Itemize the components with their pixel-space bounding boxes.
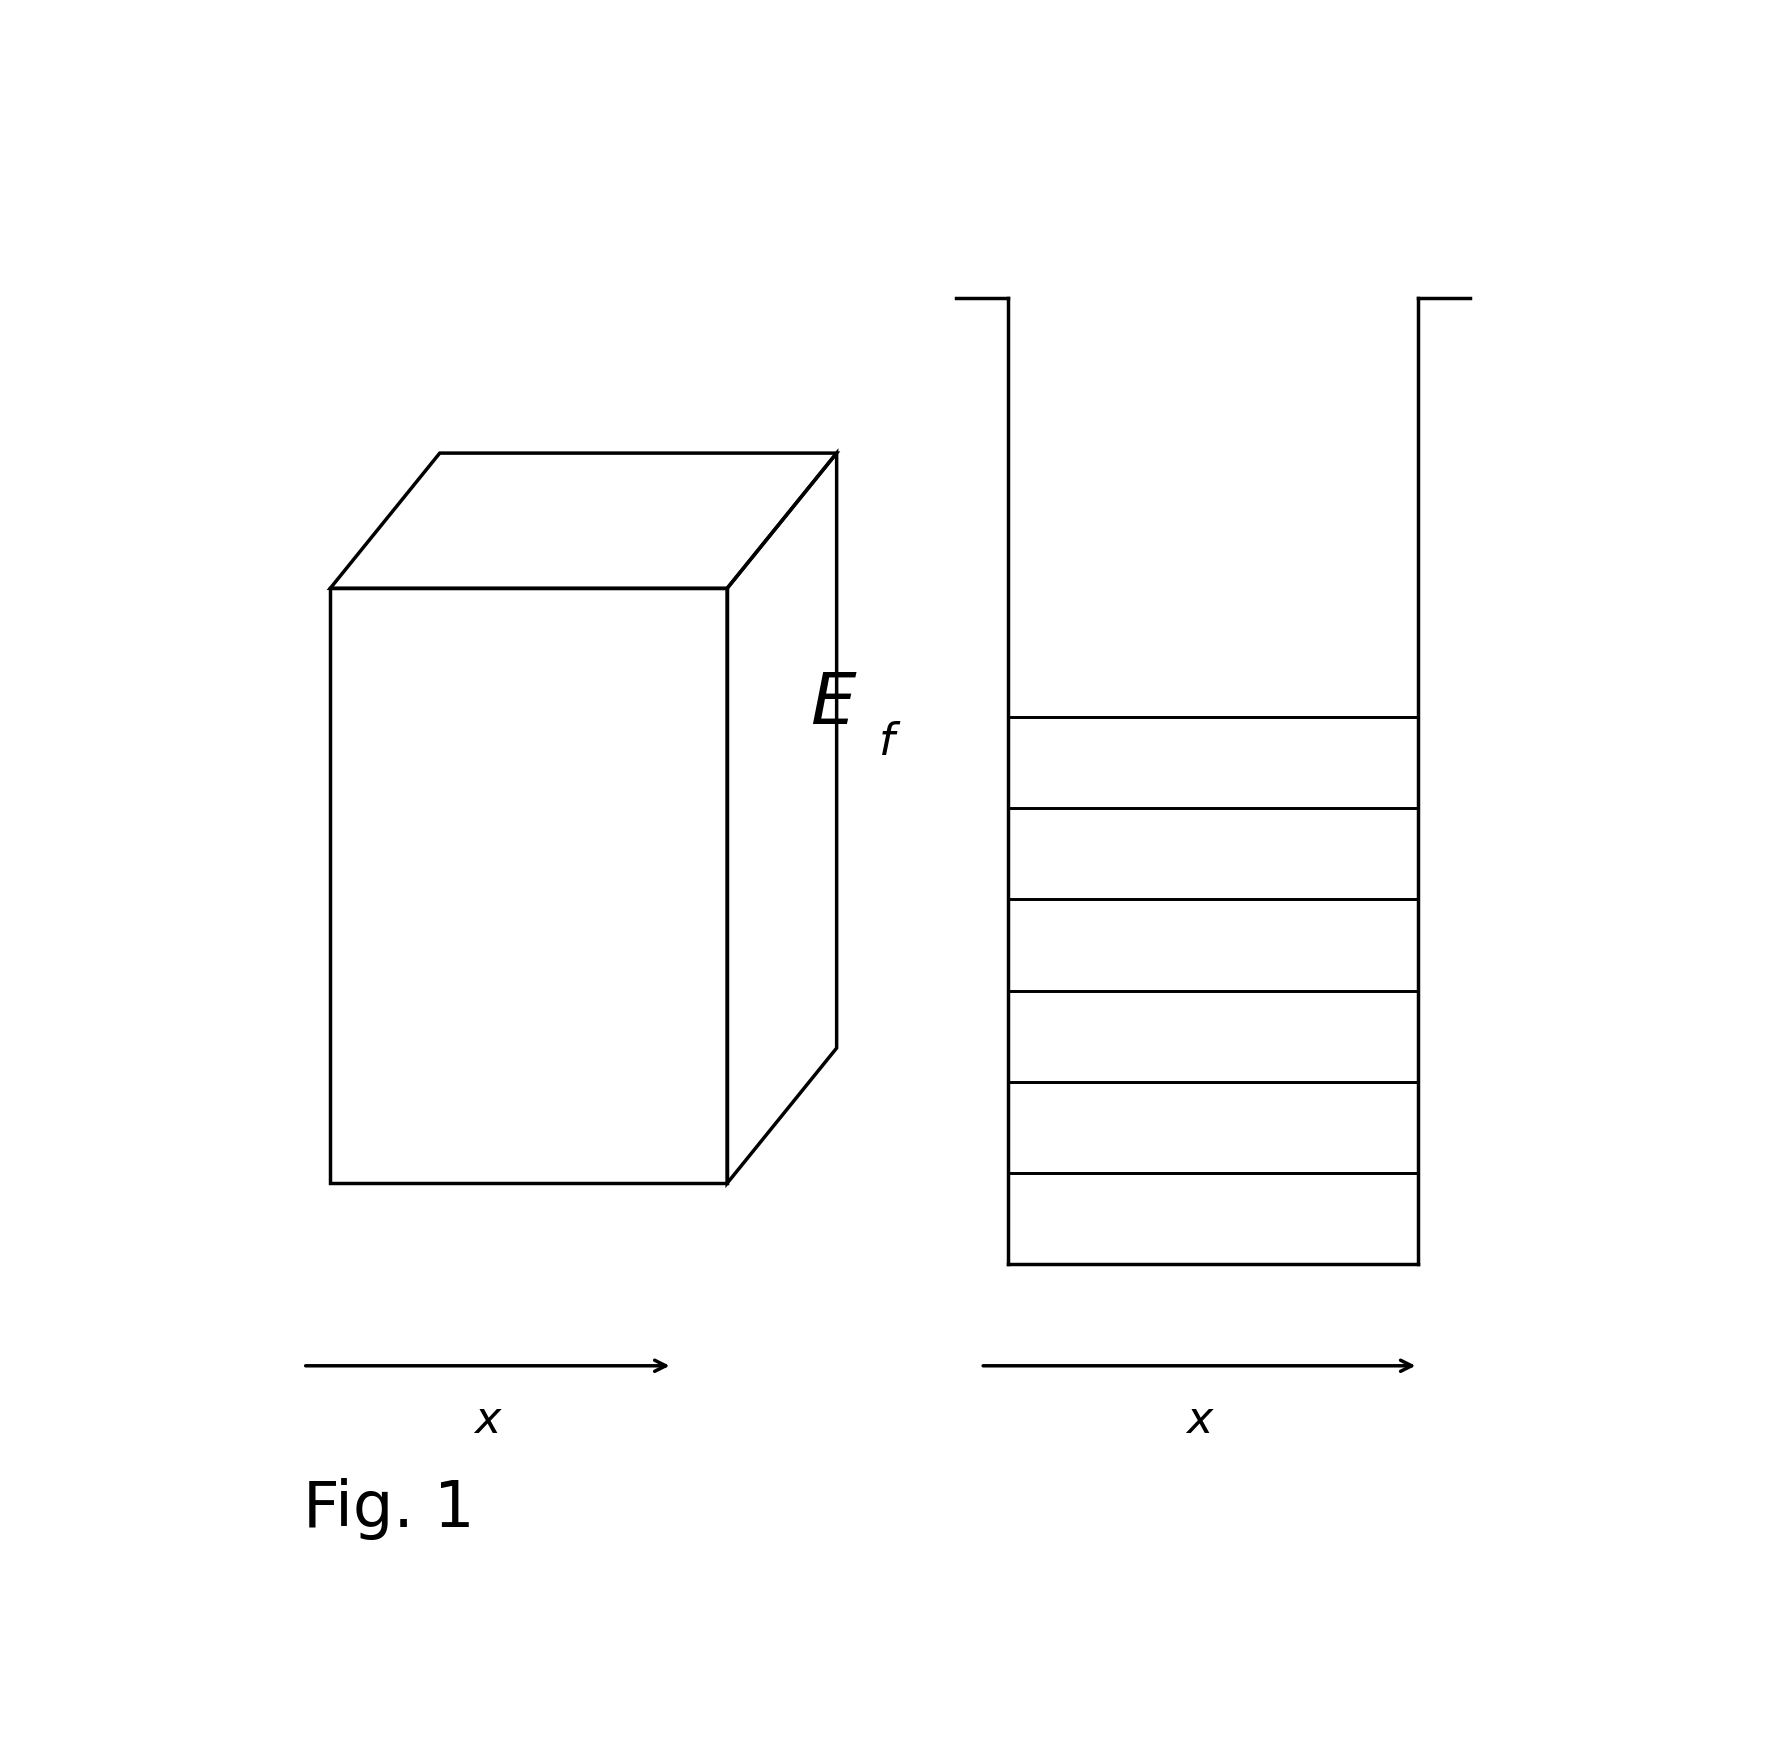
Text: $f$: $f$: [878, 720, 901, 763]
Text: $E$: $E$: [809, 669, 857, 739]
Text: x: x: [475, 1399, 502, 1441]
Text: Fig. 1: Fig. 1: [304, 1478, 475, 1539]
Text: x: x: [1187, 1399, 1213, 1441]
